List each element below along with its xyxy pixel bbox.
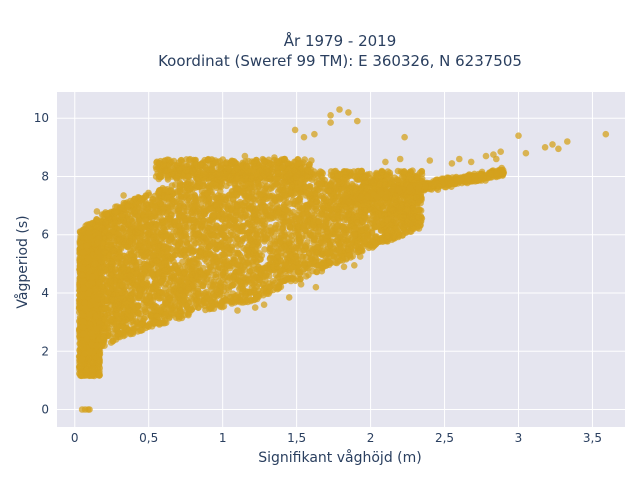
- data-point: [83, 366, 91, 373]
- data-point: [135, 310, 142, 317]
- data-point: [89, 366, 96, 373]
- chart-title: År 1979 - 2019: [284, 31, 397, 50]
- data-point: [120, 229, 127, 236]
- data-point: [308, 210, 316, 218]
- data-point: [77, 371, 84, 378]
- data-point: [96, 364, 103, 372]
- chart-subtitle: Koordinat (Sweref 99 TM): E 360326, N 62…: [158, 52, 522, 70]
- data-points: [75, 106, 610, 413]
- data-point: [96, 370, 103, 377]
- data-point: [394, 167, 402, 175]
- data-point: [171, 251, 179, 258]
